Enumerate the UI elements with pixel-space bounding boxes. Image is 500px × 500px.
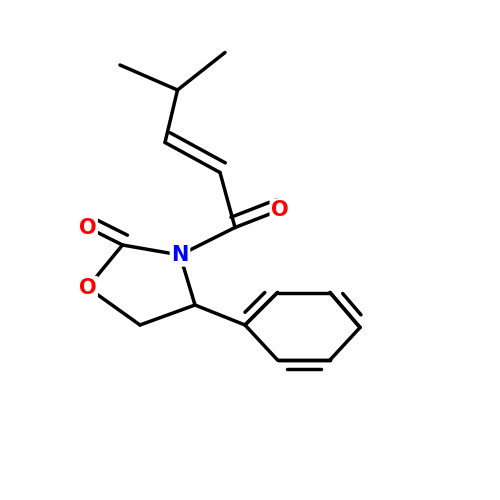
Text: N: N bbox=[172, 245, 188, 265]
Text: O: O bbox=[271, 200, 289, 220]
Text: O: O bbox=[78, 218, 96, 238]
Text: O: O bbox=[78, 278, 96, 297]
